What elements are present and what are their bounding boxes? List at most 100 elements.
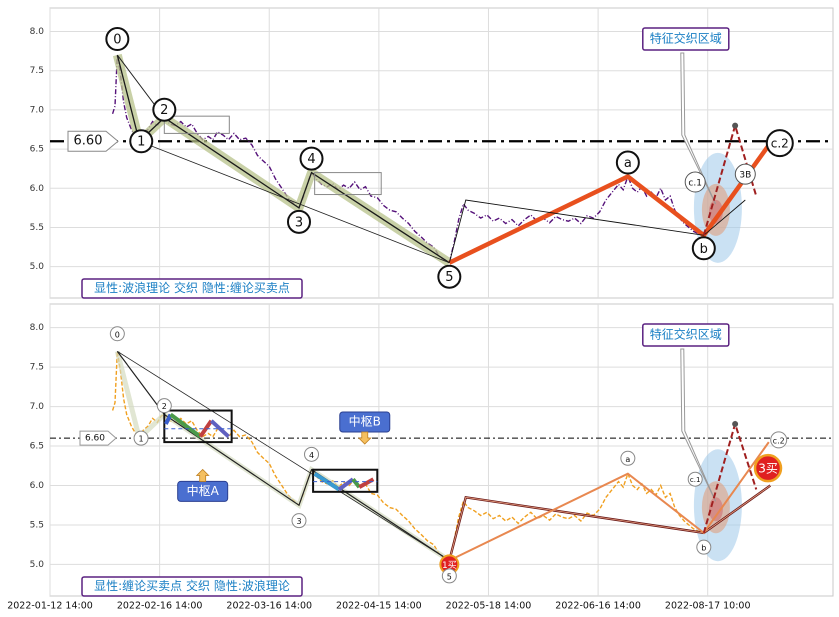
x-tick-label: 2022-06-16 14:00	[555, 601, 641, 612]
y-tick-label: 6.5	[30, 442, 44, 452]
wave-label-3: 3	[296, 517, 301, 526]
wave-marker-c-2	[770, 431, 788, 449]
x-tick-label: 2022-02-16 14:00	[117, 601, 203, 612]
price-line	[111, 351, 704, 562]
zone-label-box	[642, 27, 730, 51]
wave-marker-1	[133, 430, 149, 446]
x-tick-label: 2022-03-16 14:00	[226, 601, 312, 612]
ref-label: 6.60	[85, 434, 105, 444]
wave-label-2: 2	[160, 103, 168, 118]
hub-box	[163, 115, 230, 134]
wave-marker-5	[441, 568, 457, 584]
wave-label-1: 1	[137, 135, 145, 150]
wave-label-a: a	[625, 455, 630, 464]
hub-arrow	[357, 431, 372, 445]
wave-marker-1	[129, 129, 154, 154]
y-tick-label: 7.5	[30, 363, 44, 373]
wave-marker-a	[615, 150, 640, 175]
wave-marker-0	[109, 326, 125, 342]
caption-box	[81, 576, 303, 597]
x-tick-label: 2022-01-12 14:00	[7, 601, 93, 612]
projection-dot	[732, 122, 739, 129]
bi-line-highlight	[448, 485, 771, 561]
y-tick-label: 8.0	[30, 27, 45, 37]
abc-wave	[448, 441, 770, 562]
hub-box	[163, 409, 233, 444]
extra-marker-c-1	[684, 171, 706, 193]
wave-marker-4	[299, 146, 324, 171]
hub-box	[314, 172, 382, 196]
y-tick-label: 6.5	[30, 145, 44, 155]
wave-label-0: 0	[115, 330, 120, 339]
wave-line	[116, 350, 450, 561]
y-tick-label: 7.5	[30, 66, 44, 76]
y-tick-label: 5.5	[30, 520, 44, 530]
buy-label-3: 3买	[758, 462, 778, 476]
y-tick-label: 7.0	[30, 402, 45, 412]
wave-label-b: b	[701, 544, 706, 553]
hub-segment	[351, 477, 361, 489]
wave-marker-5	[437, 264, 462, 289]
y-tick-label: 8.0	[30, 323, 45, 333]
caption-text: 显性:缠论买卖点 交织 隐性:波浪理论	[94, 578, 290, 593]
wave-marker-b	[691, 236, 716, 261]
wave-label-5: 5	[445, 270, 453, 285]
wave-label-b: b	[700, 242, 708, 257]
wave-label-3: 3	[295, 215, 303, 230]
hub-segment	[358, 477, 375, 489]
wave-marker-a	[620, 450, 636, 466]
wave-marker-3	[291, 513, 307, 529]
hub-segment	[337, 477, 355, 492]
zone-label: 特征交织区域	[650, 327, 722, 342]
x-tick-label: 2022-05-18 14:00	[446, 601, 532, 612]
hub-box	[312, 468, 379, 493]
abc-wave	[448, 143, 771, 265]
extra-label-3B: 3B	[739, 171, 751, 181]
zone-pointer	[680, 52, 717, 205]
x-axis: 2022-01-12 14:00 2022-02-16 14:00 2022-03-…	[7, 601, 750, 612]
wave-marker-3	[286, 209, 311, 234]
buy-marker-3	[753, 453, 783, 483]
wave-label-4: 4	[309, 451, 314, 460]
hub-segment	[313, 471, 341, 492]
wave-label-5: 5	[447, 572, 452, 581]
ref-label-arrow	[67, 130, 119, 152]
zone-pointer	[680, 348, 717, 502]
y-tick-label: 6.0	[30, 481, 45, 491]
hub-arrow	[195, 468, 210, 482]
hub-segment	[198, 419, 213, 438]
zone-label-box	[642, 323, 730, 347]
extra-marker-c-1	[687, 471, 703, 487]
projection-dot	[732, 420, 739, 427]
extra-label-c-1: c.1	[690, 476, 701, 484]
hub-label: 中枢B	[349, 414, 381, 429]
wave-label-c-2: c.2	[771, 137, 789, 151]
wave-label-0: 0	[113, 33, 121, 48]
bi-line	[448, 199, 746, 263]
wave-marker-b	[696, 539, 712, 555]
x-tick-label: 2022-08-17 10:00	[665, 601, 751, 612]
wave-line	[116, 54, 450, 264]
wave-label-a: a	[624, 156, 632, 171]
wave-label-2: 2	[162, 402, 167, 411]
extra-label-c-1: c.1	[688, 179, 702, 189]
price-line	[111, 54, 704, 264]
wave-marker-4	[304, 446, 320, 462]
y-tick-label: 6.0	[30, 184, 45, 194]
buy-label-1: 1买	[442, 560, 457, 571]
zone-label: 特征交织区域	[650, 31, 722, 46]
wave-aux-line	[117, 351, 450, 561]
wave-marker-c-2	[765, 129, 794, 158]
ref-label-arrow	[79, 430, 117, 446]
wave-marker-2	[156, 398, 172, 414]
x-tick-label: 2022-04-15 14:00	[336, 601, 422, 612]
y-tick-label: 5.0	[30, 560, 45, 570]
ref-label: 6.60	[74, 134, 103, 149]
y-tick-label: 5.0	[30, 262, 45, 272]
caption-text: 显性:波浪理论 交织 隐性:缠论买卖点	[94, 280, 290, 295]
wave-label-c-2: c.2	[773, 436, 785, 445]
top-panel: 5.0 5.5 6.0 6.5 7.0 7.5 8.0 6.60 特征交织区域 0 1 2 3 4 5 a b c…	[30, 7, 834, 299]
wave-label-4: 4	[307, 152, 315, 167]
